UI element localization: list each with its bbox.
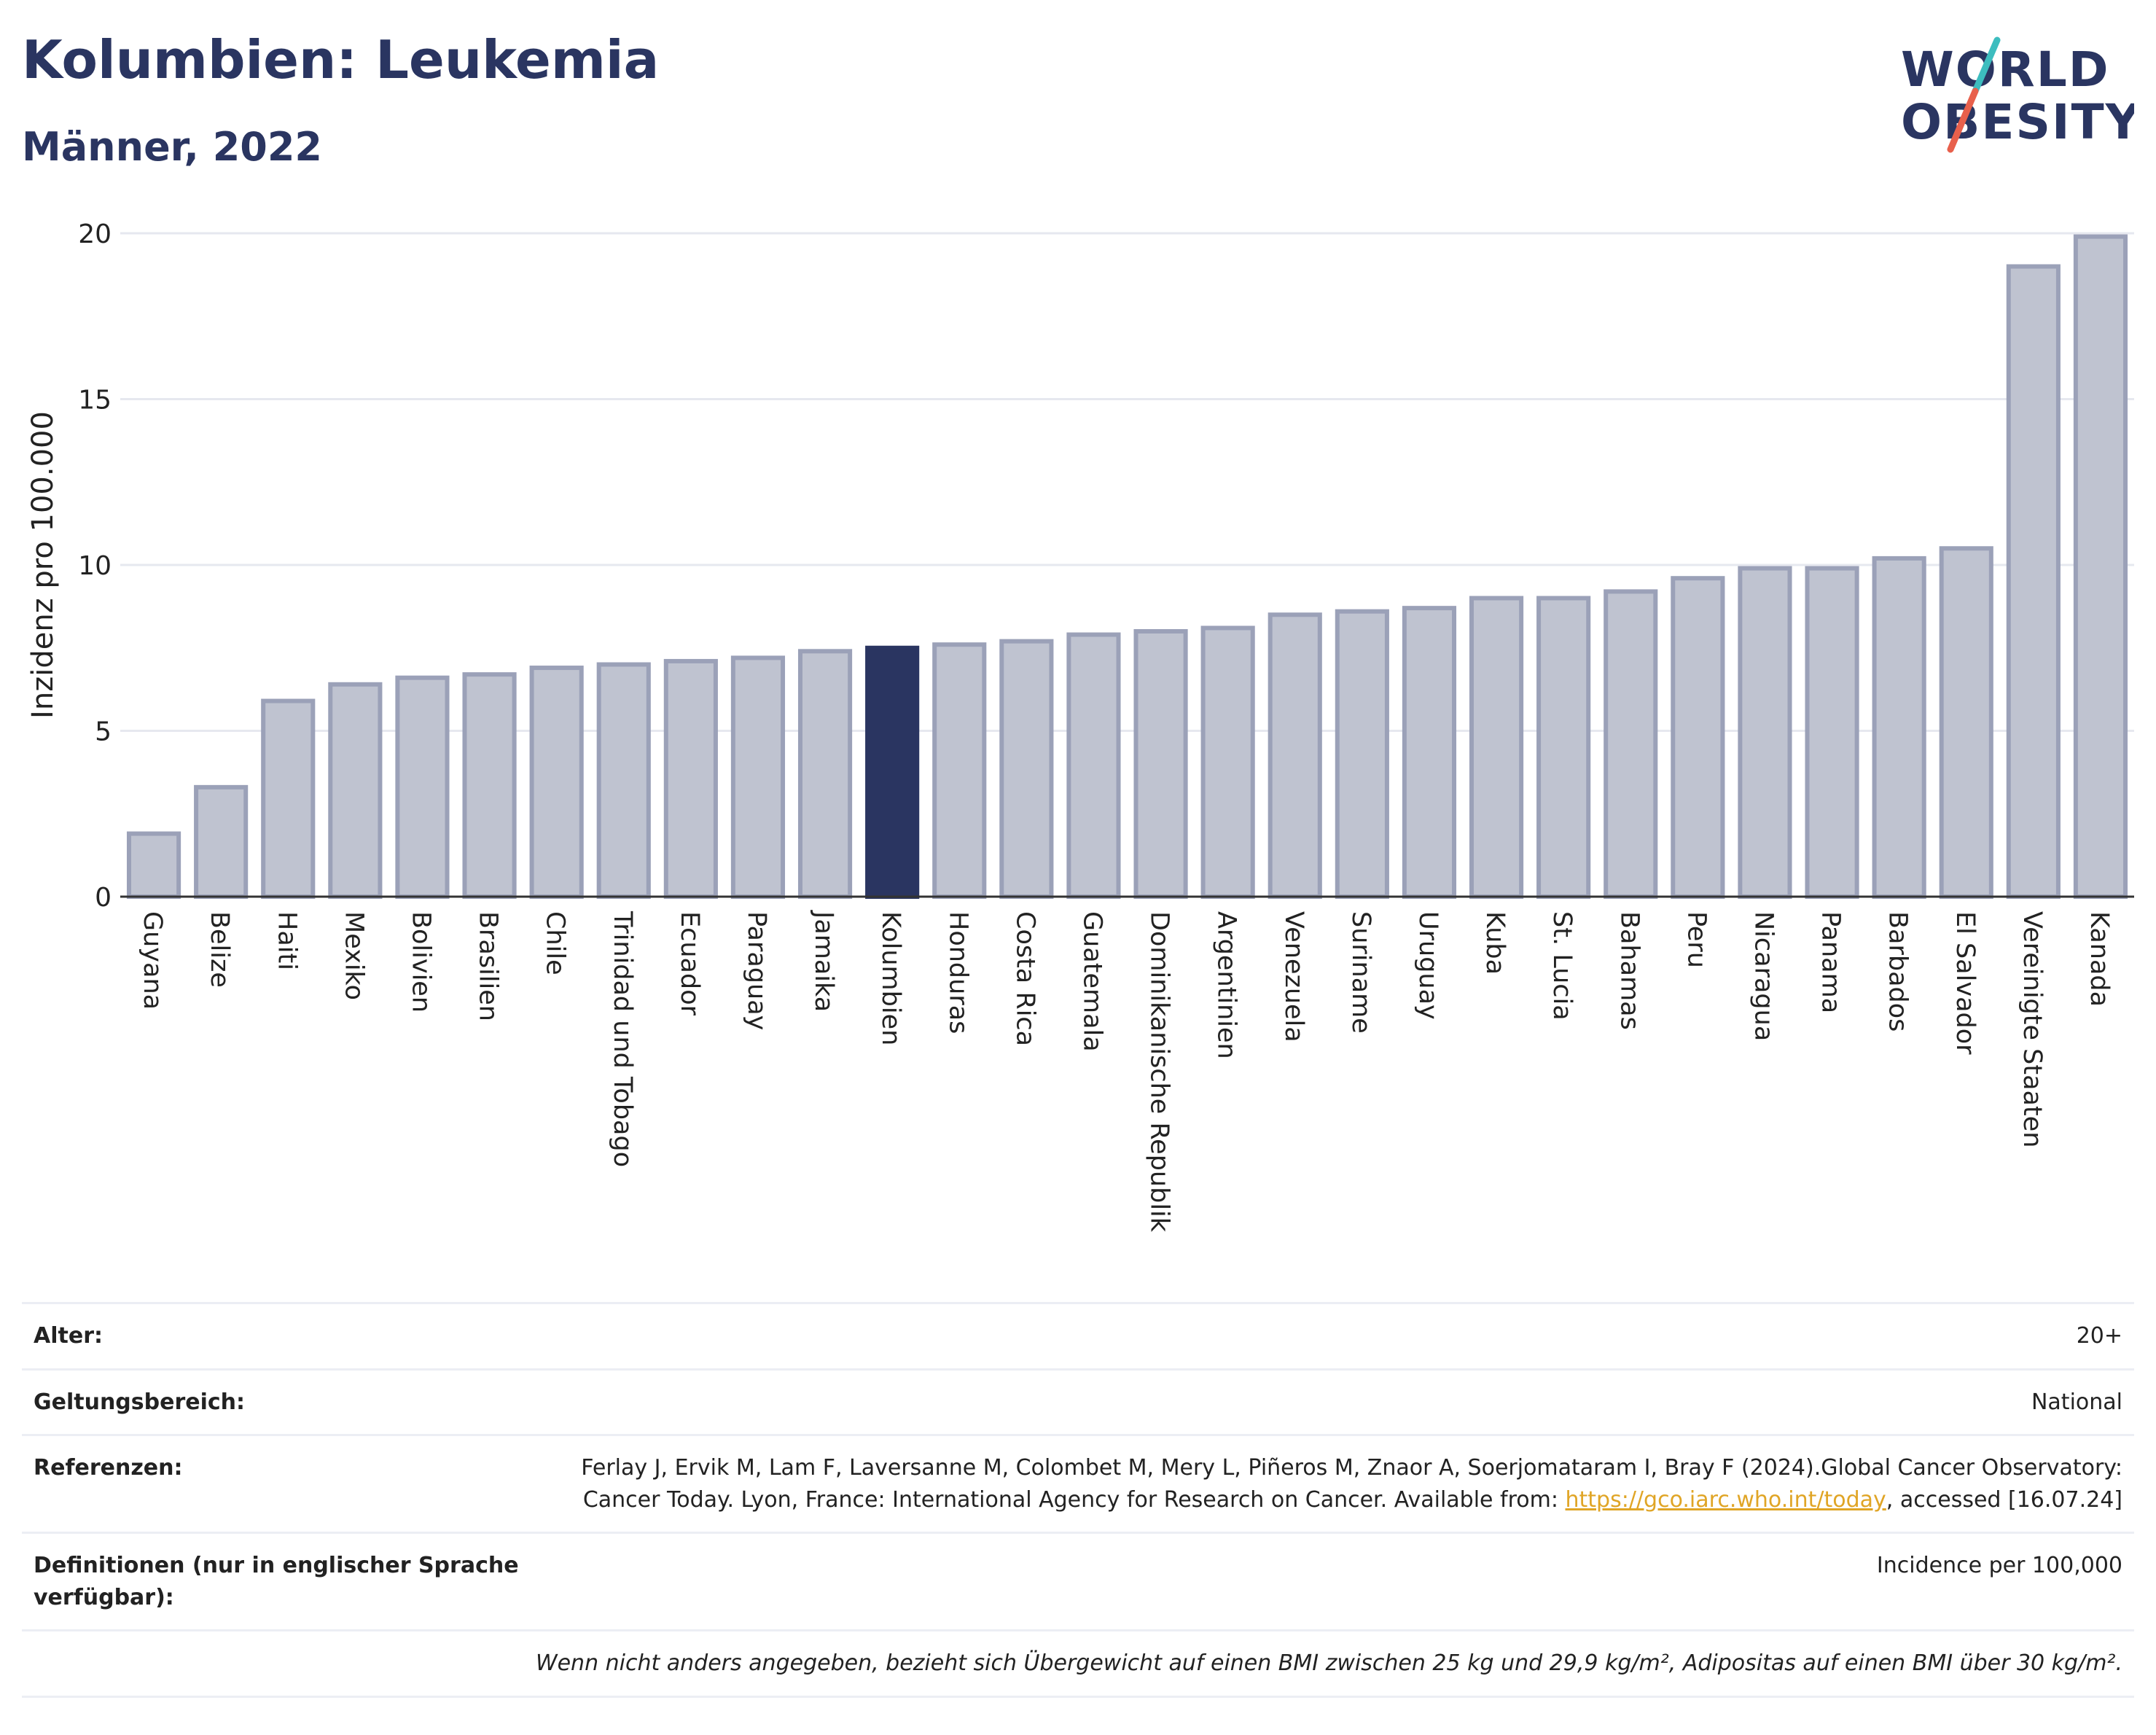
bar-mexiko	[328, 682, 383, 899]
x-tick-label: Mexiko	[339, 911, 368, 1000]
bar-vereinigte-staaten	[2006, 264, 2061, 899]
bar-brasilien	[462, 672, 517, 900]
bar-guatemala	[1066, 632, 1121, 899]
bar-uruguay	[1402, 606, 1457, 900]
references-text: Ferlay J, Ervik M, Lam F, Laversanne M, …	[581, 1455, 2122, 1513]
logo-slash-teal	[1972, 36, 2001, 95]
x-tick-label: Trinidad und Tobago	[608, 911, 637, 1167]
metadata-table: Alter: 20+ Geltungsbereich: National Ref…	[22, 1302, 2134, 1698]
x-tick-label: Kanada	[2085, 911, 2114, 1007]
x-tick-label: Bolivien	[406, 911, 435, 1013]
meta-row-definitions: Definitionen (nur in englischer Sprache …	[22, 1532, 2134, 1631]
definitions-label: Definitionen (nur in englischer Sprache …	[22, 1532, 541, 1631]
age-value: 20+	[541, 1302, 2134, 1369]
bar-peru	[1671, 576, 1725, 899]
bar-costa-rica	[999, 639, 1054, 900]
bar-st-lucia	[1536, 596, 1591, 899]
bar-barbados	[1872, 555, 1926, 900]
page-subtitle: Männer, 2022	[22, 124, 322, 170]
references-link[interactable]: https://gco.iarc.who.int/today	[1565, 1486, 1886, 1513]
x-tick-label: Panama	[1816, 911, 1846, 1013]
x-tick-label: Kolumbien	[876, 911, 905, 1045]
y-tick-label: 5	[95, 717, 112, 747]
bar-venezuela	[1268, 612, 1322, 899]
x-tick-label: St. Lucia	[1547, 911, 1577, 1021]
bar-panama	[1805, 566, 1859, 899]
references-label: Referenzen:	[22, 1434, 541, 1533]
references-accessed: , accessed [16.07.24]	[1886, 1486, 2122, 1513]
bar-belize	[194, 784, 249, 899]
x-tick-label: Suriname	[1346, 911, 1375, 1034]
bar-kanada	[2073, 234, 2128, 900]
meta-row-scope: Geltungsbereich: National	[22, 1368, 2134, 1435]
x-tick-label: Peru	[1682, 911, 1711, 968]
age-label: Alter:	[22, 1302, 541, 1369]
bar-chile	[529, 666, 584, 899]
x-tick-label: Paraguay	[742, 911, 771, 1030]
bar-haiti	[261, 698, 316, 899]
y-tick-label: 15	[78, 386, 112, 416]
x-tick-label: Bahamas	[1614, 911, 1644, 1030]
x-tick-label: Brasilien	[474, 911, 503, 1021]
y-tick-label: 0	[95, 883, 112, 913]
x-tick-label: Chile	[541, 911, 570, 975]
bar-trinidad-und-tobago	[596, 662, 651, 899]
x-tick-label: Ecuador	[675, 911, 704, 1016]
x-tick-label: El Salvador	[1950, 911, 1980, 1055]
bar-argentinien	[1200, 625, 1255, 899]
bar-ecuador	[663, 658, 718, 899]
x-tick-label: Guatemala	[1077, 911, 1106, 1052]
x-tick-label: Dominikanische Republik	[1145, 911, 1174, 1233]
x-tick-label: Uruguay	[1413, 911, 1442, 1020]
y-tick-label: 20	[78, 219, 112, 249]
world-obesity-logo: WORLD OBESITY	[1901, 36, 2134, 153]
x-tick-label: Honduras	[943, 911, 972, 1034]
meta-row-footnote: Wenn nicht anders angegeben, bezieht sic…	[22, 1629, 2134, 1698]
scope-label: Geltungsbereich:	[22, 1368, 541, 1435]
x-tick-label: Argentinien	[1212, 911, 1241, 1059]
x-tick-label: Barbados	[1883, 911, 1913, 1032]
bar-nicaragua	[1738, 566, 1792, 899]
page-title: Kolumbien: Leukemia	[22, 29, 660, 90]
x-tick-label: Kuba	[1480, 911, 1509, 975]
x-tick-label: Vereinigte Staaten	[2018, 911, 2047, 1147]
bar-guyana	[126, 831, 181, 899]
x-tick-label: Haiti	[272, 911, 301, 970]
x-tick-label: Belize	[205, 911, 234, 988]
bar-el-salvador	[1939, 546, 1993, 899]
bar-dominikanische-republik	[1133, 629, 1188, 899]
logo-line-1: WORLD	[1901, 42, 2110, 98]
bar-kolumbien	[865, 645, 920, 899]
definitions-value: Incidence per 100,000	[541, 1532, 2134, 1631]
bar-chart: 0 5 10 15 20 Inzidenz pro 100.000 Guyana Belize…	[26, 219, 2134, 1233]
x-tick-label: Venezuela	[1279, 911, 1308, 1042]
bar-jamaika	[797, 649, 853, 899]
x-tick-label: Nicaragua	[1749, 911, 1778, 1041]
scope-value: National	[541, 1368, 2134, 1435]
meta-row-age: Alter: 20+	[22, 1302, 2134, 1369]
bar-honduras	[932, 642, 987, 899]
bar-paraguay	[730, 655, 786, 900]
y-tick-label: 10	[78, 551, 112, 581]
meta-row-references: Referenzen: Ferlay J, Ervik M, Lam F, La…	[22, 1434, 2134, 1533]
x-tick-label: Jamaika	[809, 910, 838, 1012]
x-tick-label: Guyana	[138, 911, 167, 1010]
bar-bolivien	[395, 675, 450, 899]
bar-suriname	[1335, 609, 1389, 899]
y-axis-label: Inzidenz pro 100.000	[26, 411, 60, 719]
bar-bahamas	[1604, 589, 1658, 900]
logo-line-2: OBESITY	[1901, 94, 2134, 150]
bar-kuba	[1469, 596, 1524, 899]
references-value: Ferlay J, Ervik M, Lam F, Laversanne M, …	[541, 1434, 2134, 1533]
x-tick-label: Costa Rica	[1010, 911, 1039, 1046]
logo-slash-red	[1947, 87, 1979, 153]
footnote: Wenn nicht anders angegeben, bezieht sic…	[22, 1629, 2134, 1698]
